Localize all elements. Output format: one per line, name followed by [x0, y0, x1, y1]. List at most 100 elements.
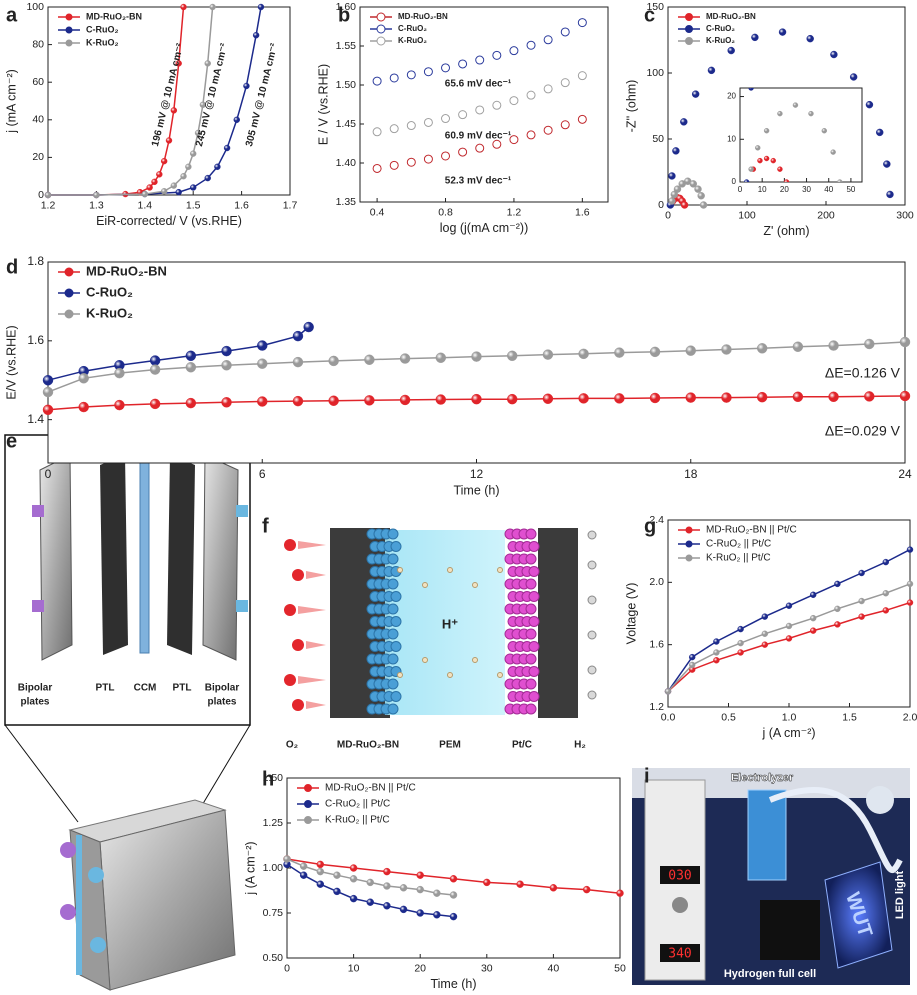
- data-point: [614, 347, 625, 358]
- data-point: [364, 354, 375, 365]
- catalyst-particle: [528, 541, 540, 552]
- data-point: [389, 124, 399, 134]
- data-point: [757, 157, 763, 164]
- y-tick-label: 100: [26, 1, 44, 13]
- data-point: [333, 871, 341, 879]
- data-point: [328, 395, 339, 406]
- data-point: [721, 392, 732, 403]
- data-point: [849, 73, 858, 81]
- catalyst-particle: [525, 553, 537, 565]
- x-tick-label: 1.6: [575, 206, 590, 218]
- data-point: [785, 622, 793, 630]
- data-point: [42, 386, 54, 398]
- data-point: [689, 661, 696, 669]
- data-point: [399, 905, 408, 914]
- data-point: [204, 174, 211, 182]
- data-point: [435, 394, 446, 405]
- data-point: [44, 191, 52, 199]
- data-point: [292, 330, 304, 342]
- data-point: [680, 118, 688, 126]
- legend-marker: [65, 26, 73, 34]
- data-point: [680, 201, 689, 209]
- catalyst-particle: [528, 566, 540, 577]
- catalyst-particle: [387, 653, 399, 665]
- y-tick-label: 100: [646, 67, 664, 79]
- x-axis-label: Time (h): [453, 483, 499, 497]
- legend-marker: [64, 288, 74, 298]
- data-point: [233, 116, 240, 124]
- proton: [447, 672, 453, 678]
- display: [660, 866, 700, 884]
- catalyst-particle: [525, 653, 537, 665]
- legend-marker: [65, 13, 73, 21]
- data-point: [837, 179, 843, 182]
- legend-marker: [376, 24, 386, 34]
- pem: [385, 530, 505, 715]
- data-point: [141, 190, 149, 198]
- data-point: [185, 350, 197, 361]
- x-tick-label: 10: [348, 962, 360, 974]
- legend-label: C-RuO₂: [86, 284, 133, 299]
- data-point: [416, 909, 424, 917]
- x-tick-label: 0: [665, 209, 671, 221]
- x-axis-label: Time (h): [430, 977, 476, 991]
- data-point: [366, 898, 374, 906]
- y-tick-label: 1.45: [336, 118, 357, 130]
- data-point: [406, 157, 416, 167]
- legend-label: K-RuO₂: [706, 36, 735, 45]
- annotation: 52.3 mV dec⁻¹: [445, 176, 512, 187]
- data-point: [713, 649, 720, 656]
- data-point: [507, 350, 518, 361]
- data-point: [149, 355, 161, 366]
- label: Bipolar: [205, 683, 240, 694]
- inlet: [32, 505, 44, 517]
- data-point: [858, 613, 865, 620]
- data-point: [257, 396, 268, 407]
- data-point: [170, 107, 178, 114]
- data-point: [694, 185, 702, 193]
- x-tick-label: 20: [780, 185, 789, 194]
- x-tick-label: 1.5: [186, 199, 201, 211]
- data-point: [560, 120, 570, 130]
- label: Hydrogen full cell: [724, 968, 816, 980]
- data-point: [583, 885, 591, 894]
- data-point: [449, 912, 458, 921]
- data-point: [283, 855, 291, 863]
- legend-label: K-RuO₂: [398, 36, 427, 45]
- data-point: [156, 171, 163, 178]
- label: plates: [21, 697, 50, 708]
- data-point: [577, 71, 587, 81]
- label: CCM: [134, 683, 157, 694]
- legend-label: MD-RuO₂-BN: [86, 263, 167, 278]
- data-point: [806, 34, 814, 43]
- data-point: [303, 321, 314, 333]
- outlet: [236, 505, 248, 517]
- panel-label: g: [644, 515, 656, 537]
- proton: [397, 672, 403, 678]
- data-point: [333, 887, 341, 896]
- y-tick-label: 2.0: [649, 576, 664, 588]
- x-tick-label: 30: [481, 962, 493, 974]
- fuel-cell: [760, 900, 820, 960]
- data-point: [883, 160, 891, 168]
- legend-marker: [685, 25, 693, 33]
- label: Bipolar: [18, 683, 53, 694]
- data-point: [577, 114, 587, 124]
- data-point: [292, 395, 304, 407]
- legend-label: MD-RuO₂-BN || Pt/C: [325, 783, 416, 794]
- data-point: [299, 871, 308, 879]
- data-point: [828, 391, 839, 402]
- data-point: [810, 627, 817, 634]
- data-point: [349, 894, 358, 903]
- data-point: [906, 580, 914, 588]
- data-point: [180, 172, 187, 180]
- callout-line: [4, 724, 79, 823]
- data-point: [507, 393, 518, 405]
- data-point: [423, 117, 433, 127]
- catalyst-particle: [528, 591, 540, 602]
- catalyst-particle: [525, 703, 537, 715]
- data-point: [616, 889, 624, 897]
- catalyst-particle: [387, 528, 399, 540]
- y-axis-label: -Z'' (ohm): [624, 80, 638, 133]
- data-point: [483, 878, 491, 887]
